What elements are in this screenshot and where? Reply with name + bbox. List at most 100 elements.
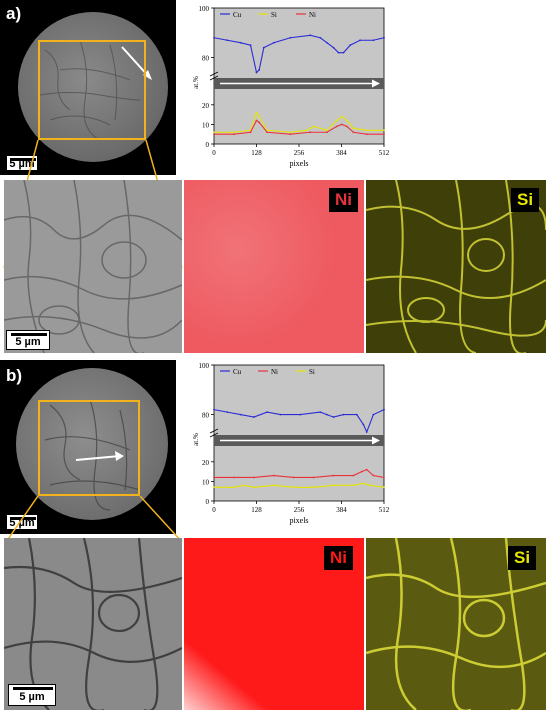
panel-a-chart-point-cu-12 — [332, 46, 335, 49]
panel-b-chart-point-si-10 — [369, 484, 371, 487]
panel-a-chart-xtick-label-256: 256 — [294, 149, 305, 157]
panel-a-chart-point-si-6 — [289, 131, 292, 134]
panel-b-grain-texture — [44, 399, 141, 511]
panel-a-chart-point-si-13 — [352, 127, 355, 130]
panel-a-chart-point-ni-9 — [335, 125, 338, 128]
panel-a-chart-ytick-label-100: 100 — [199, 5, 210, 13]
panel-b-chart-point-si-2 — [242, 484, 245, 487]
panel-a-chart-break-mark-1 — [209, 71, 219, 77]
panel-a-zoom-grain-texture — [4, 180, 182, 353]
panel-a-chart-point-si-1 — [233, 131, 235, 134]
panel-b-si-label: Si — [508, 546, 537, 570]
panel-b-chart-point-cu-6 — [299, 413, 302, 416]
panel-a-chart-point-ni-3 — [255, 119, 258, 122]
panel-b-chart-xlabel: pixels — [289, 516, 308, 525]
panel-b-chart-point-ni-5 — [312, 476, 315, 479]
panel-b-chart-point-ni-7 — [352, 474, 355, 477]
panel-a-chart-point-ni-0 — [213, 133, 215, 136]
panel-b-linescan-chart: 0 10 20 80 100 0 128 256 384 512 pixels at.% Cu Ni Si — [192, 362, 390, 525]
panel-b-chart-scan-arrow-head — [372, 436, 380, 445]
panel-a-chart-point-cu-14 — [342, 51, 345, 54]
panel-b-chart-xtick-label-128: 128 — [251, 506, 262, 514]
panel-a-chart-xtick-label-128: 128 — [251, 149, 262, 157]
panel-b-chart-point-cu-14 — [372, 413, 375, 416]
panel-a-chart-ylabel: at.% — [192, 76, 200, 89]
panel-b-chart-point-si-3 — [252, 486, 255, 489]
panel-a-chart-series-si — [214, 111, 384, 133]
panel-a-chart-point-ni-13 — [365, 133, 368, 136]
panel-a-chart-point-ni-8 — [325, 131, 328, 134]
panel-b-chart-point-si-5 — [292, 486, 295, 489]
panel-b-chart-point-cu-12 — [362, 423, 365, 426]
panel-b-chart-xtick-label-256: 256 — [294, 506, 305, 514]
panel-b-overview-scale-label: 5 µm — [9, 517, 35, 529]
panel-a-chart-point-si-3 — [255, 111, 258, 114]
panel-b-label: b) — [6, 366, 23, 385]
panel-a-chart-point-cu-11 — [325, 41, 328, 44]
panel-b-chart-ytick-label-10: 10 — [202, 478, 210, 486]
panel-b-chart-ytick-label-0: 0 — [206, 498, 210, 506]
panel-a-chart-legend-label-ni: Ni — [309, 11, 316, 19]
panel-a-chart-xlabel: pixels — [289, 159, 308, 168]
panel-b-chart-legend-label-cu: Cu — [233, 368, 242, 376]
panel-b-zoom-se-image: 5 µm — [4, 538, 182, 710]
panel-a-chart-point-cu-17 — [372, 39, 375, 42]
panel-a-chart-ytick-label-80: 80 — [202, 55, 210, 63]
panel-a-chart-point-cu-2 — [239, 41, 242, 44]
panel-b-chart-point-ni-0 — [213, 476, 215, 479]
panel-a-chart-point-cu-18 — [383, 36, 385, 39]
panel-a-chart-point-cu-3 — [249, 44, 252, 47]
panel-b-chart-point-ni-11 — [383, 476, 385, 479]
panel-a-chart-point-ni-11 — [345, 125, 348, 128]
panel-b-overview-image: b) 5 µm — [0, 360, 176, 534]
panel-a-chart-point-ni-6 — [289, 133, 292, 136]
panel-b-chart-break-mark-2 — [209, 432, 219, 438]
panel-b-chart-point-cu-10 — [342, 413, 345, 416]
panel-a-chart-ytick-label-10: 10 — [202, 121, 210, 129]
panel-a-chart-point-cu-6 — [262, 46, 265, 49]
panel-a-chart-point-si-5 — [266, 129, 269, 132]
panel-a-chart-point-cu-0 — [213, 36, 215, 39]
panel-b-chart-xtick-label-384: 384 — [336, 506, 347, 514]
panel-a-chart-legend-label-cu: Cu — [233, 11, 242, 19]
panel-b-chart-break-mark-1 — [209, 428, 219, 434]
panel-a-roi-box — [38, 40, 146, 140]
panel-a-chart-xtick-label-384: 384 — [336, 149, 347, 157]
panel-b-chart-point-cu-5 — [279, 413, 282, 416]
panel-a-zoom-se-image: 5 µm — [4, 180, 182, 353]
panel-a-chart-point-ni-5 — [266, 131, 269, 134]
panel-b-chart-point-ni-9 — [365, 468, 368, 471]
panel-b-chart-ytick-label-20: 20 — [202, 459, 210, 467]
panel-a-chart-point-si-11 — [340, 115, 343, 118]
panel-a-chart-point-cu-5 — [258, 69, 261, 71]
panel-a-chart-ytick-label-20: 20 — [202, 102, 210, 110]
panel-b-chart-point-cu-15 — [383, 408, 385, 411]
panel-a-chart-point-si-12 — [345, 119, 348, 122]
panel-a-zoom-scalebar: 5 µm — [6, 330, 50, 350]
panel-a-chart-point-ni-2 — [249, 131, 252, 134]
panel-a-chart-point-si-10 — [335, 119, 338, 122]
panel-a-chart-point-si-9 — [325, 129, 328, 132]
panel-b-chart-point-cu-4 — [266, 411, 269, 414]
panel-a-overview-scale-label: 5 µm — [9, 158, 35, 170]
panel-b-chart-point-cu-2 — [239, 413, 242, 416]
panel-b-chart-point-cu-11 — [355, 413, 358, 416]
panel-a-chart-xtick-label-0: 0 — [212, 149, 216, 157]
panel-a-chart-point-si-0 — [213, 131, 215, 134]
panel-a-chart-point-ni-7 — [309, 131, 312, 134]
panel-a-chart-plot-area — [213, 7, 385, 145]
panel-a-chart-point-cu-15 — [349, 44, 352, 47]
panel-b-chart-point-cu-0 — [213, 408, 215, 411]
panel-a-chart-legend-label-si: Si — [271, 11, 277, 19]
panel-b-chart-point-ni-1 — [233, 476, 235, 479]
panel-b-chart-point-si-7 — [332, 484, 335, 487]
panel-a-chart-point-cu-10 — [319, 36, 322, 39]
panel-a-chart-point-ni-4 — [258, 121, 261, 124]
panel-a-overview-image: a) 5 µm — [0, 0, 176, 175]
panel-b-chart-xtick-label-0: 0 — [212, 506, 216, 514]
panel-a-chart-point-cu-13 — [337, 51, 340, 54]
panel-b-chart-point-ni-3 — [272, 474, 275, 477]
panel-a-chart-break-mark-2 — [209, 75, 219, 81]
panel-a-chart-xtick-label-512: 512 — [379, 149, 390, 157]
panel-b-chart-point-cu-7 — [319, 411, 322, 414]
